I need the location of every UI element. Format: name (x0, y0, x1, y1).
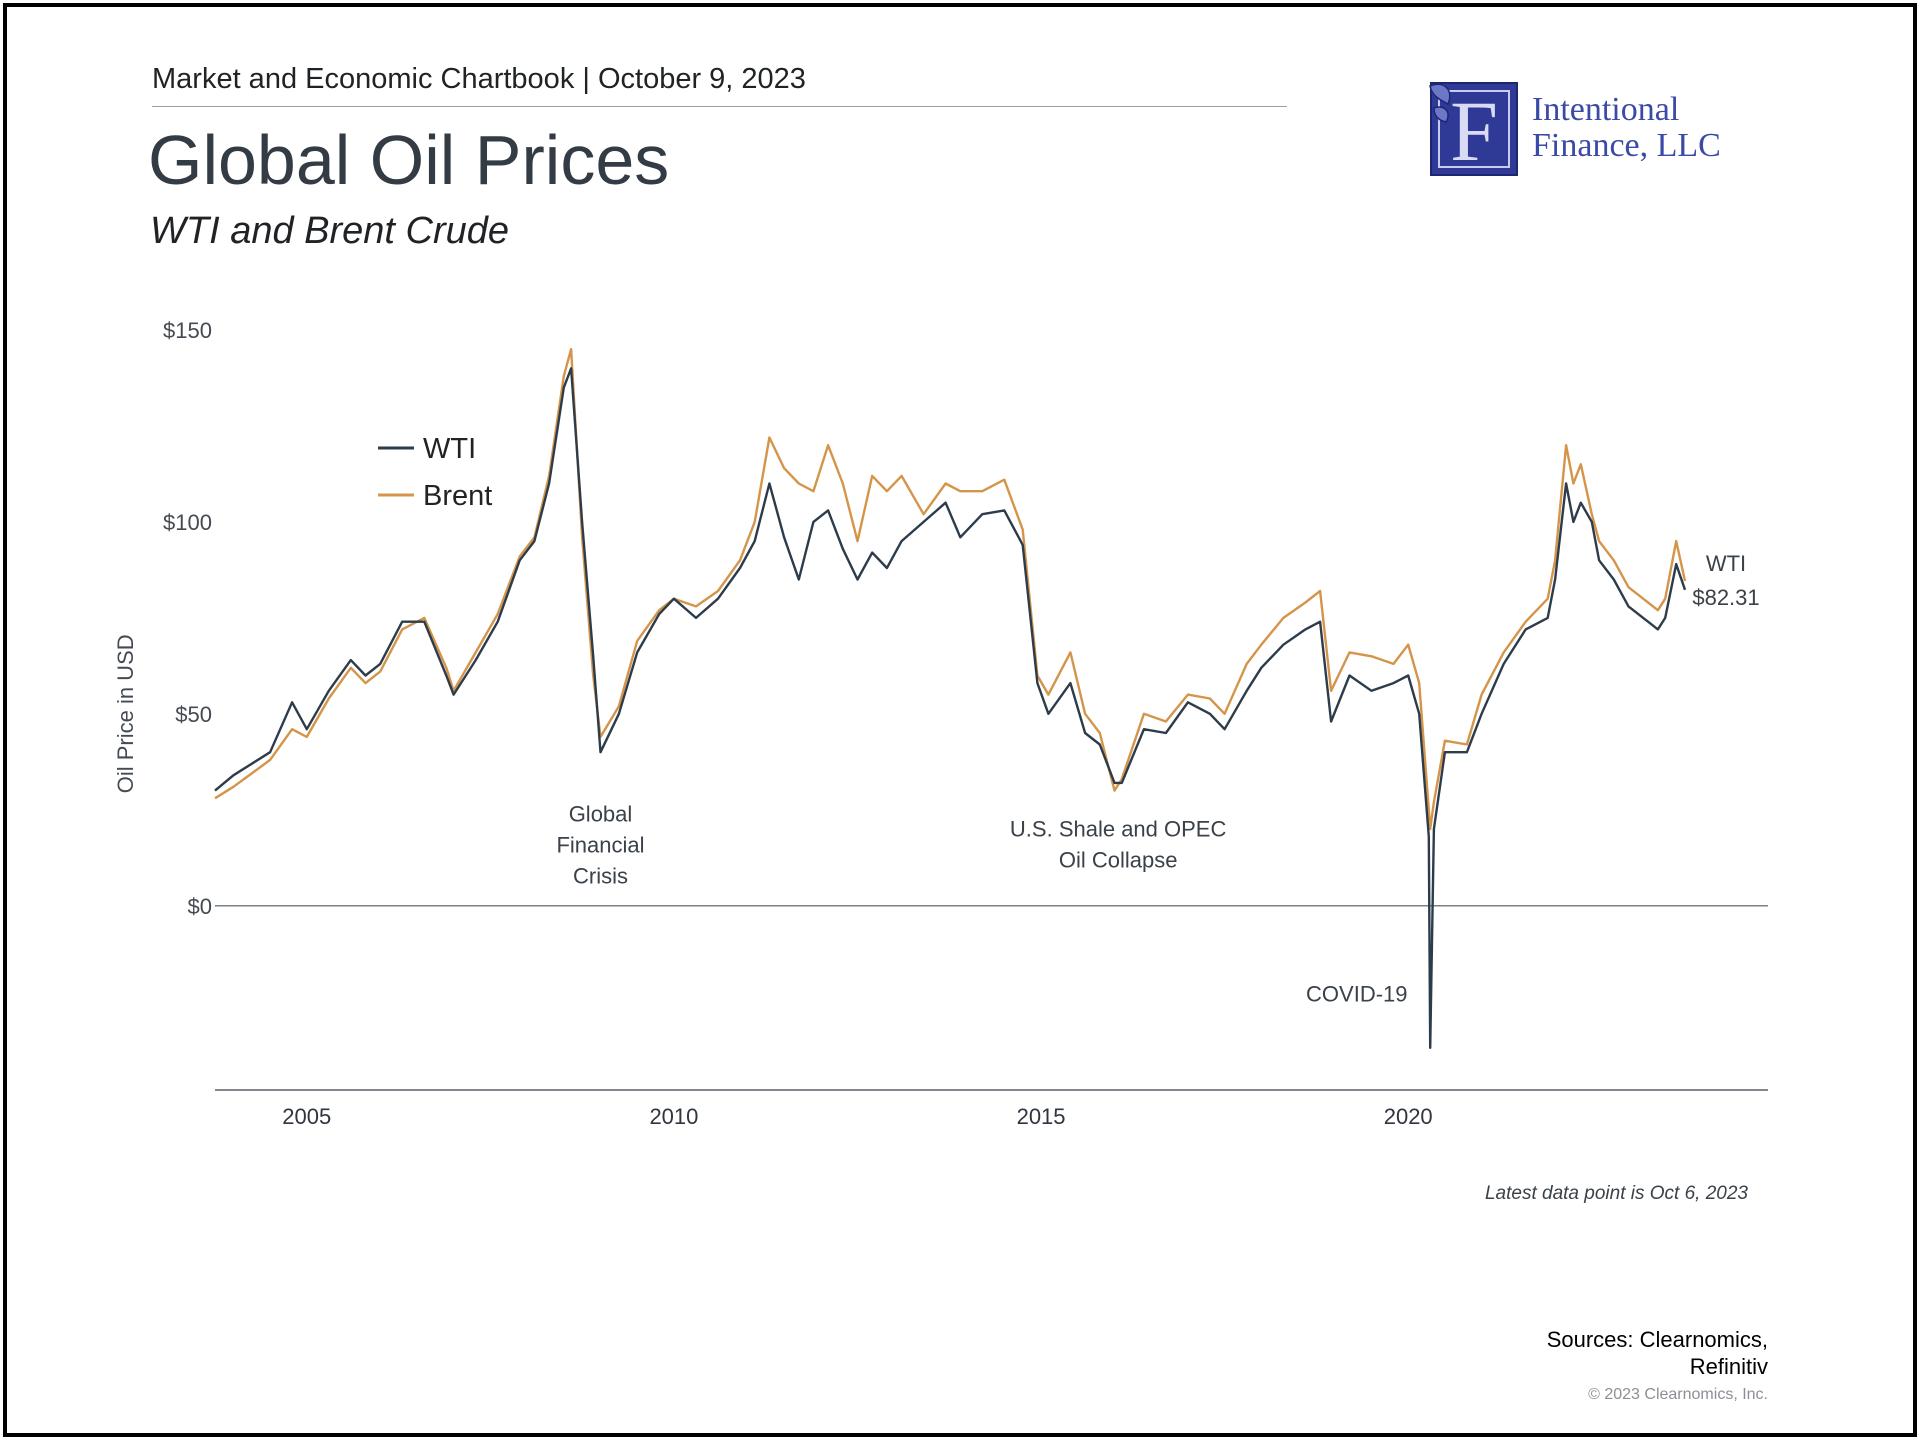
legend-label-wti: WTI (423, 433, 476, 465)
y-tick-label: $150 (163, 318, 212, 343)
x-tick-label: 2020 (1384, 1104, 1433, 1129)
chart-axes: $0 $50 $100 $150 2005 2010 2015 2020 Oil Price i… (113, 318, 1768, 1129)
x-tick-label: 2015 (1017, 1104, 1066, 1129)
leaf-icon (1429, 83, 1451, 123)
logo-mark-icon: F (1429, 82, 1518, 179)
header-divider (152, 106, 1287, 107)
chartbook-header: Market and Economic Chartbook | October … (152, 63, 806, 95)
chart-labels: WTI Brent Global Financial Crisis U.S. Shale … (378, 433, 1760, 1007)
y-tick-label: $50 (175, 702, 212, 727)
y-tick-label: $0 (188, 894, 212, 919)
series-line-wti (214, 367, 1687, 1050)
sources-line1: Sources: Clearnomics, (1546, 1327, 1768, 1352)
chart-annotation: Financial (556, 832, 644, 857)
end-label-series: WTI (1706, 551, 1746, 576)
chart-annotation: COVID-19 (1306, 982, 1407, 1007)
x-tick-label: 2010 (649, 1104, 698, 1129)
x-tick-label: 2005 (282, 1104, 331, 1129)
legend-label-brent: Brent (423, 480, 492, 512)
latest-data-note: Latest data point is Oct 6, 2023 (1484, 1183, 1748, 1204)
company-logo: F Intentional Finance, LLC (1420, 78, 1750, 178)
y-tick-label: $100 (163, 510, 212, 535)
sources-line2: Refinitiv (1689, 1354, 1768, 1379)
series-line-brent (214, 348, 1687, 831)
image-frame (3, 3, 1917, 1437)
end-label-value: $82.31 (1692, 585, 1759, 610)
chart-annotation: Oil Collapse (1059, 848, 1178, 873)
chart-annotation: Global (569, 801, 633, 826)
page-title: Global Oil Prices (148, 121, 670, 199)
logo-name-line1: Intentional (1532, 91, 1680, 128)
copyright: © 2023 Clearnomics, Inc. (1588, 1386, 1768, 1403)
logo-name-line2: Finance, LLC (1532, 127, 1721, 164)
y-axis-label: Oil Price in USD (113, 634, 138, 793)
logo-company-name: Intentional Finance, LLC (1532, 92, 1721, 164)
chart-series (214, 348, 1687, 1050)
chart-annotation: Crisis (573, 863, 628, 888)
page-subtitle: WTI and Brent Crude (150, 210, 510, 252)
sources-note: Sources: Clearnomics, Refinitiv (1547, 1326, 1768, 1380)
logo-letter: F (1450, 83, 1498, 179)
chart-annotation: U.S. Shale and OPEC (1010, 817, 1227, 842)
